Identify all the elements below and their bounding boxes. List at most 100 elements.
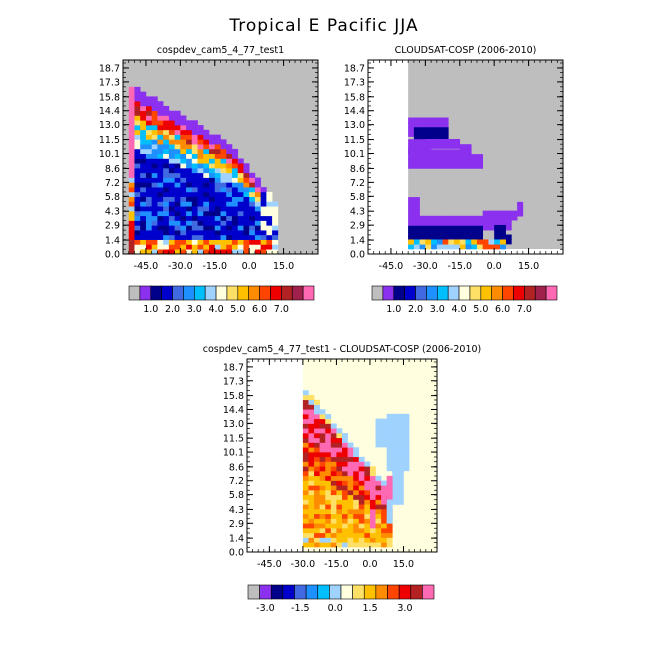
heatmap-cell <box>342 490 348 496</box>
heatmap-cell <box>254 249 261 255</box>
heatmap-cell <box>157 172 164 178</box>
heatmap-cell <box>157 125 164 131</box>
heatmap-cell <box>151 148 158 155</box>
heatmap-cell <box>157 177 164 183</box>
heatmap-cell <box>163 206 170 212</box>
heatmap-cell <box>214 244 221 250</box>
heatmap-cell <box>174 187 181 193</box>
heatmap-cell <box>243 206 250 212</box>
heatmap-cell <box>214 215 221 221</box>
heatmap-cell <box>454 239 461 245</box>
heatmap-cell <box>260 225 267 231</box>
heatmap-cell <box>425 138 432 145</box>
heatmap-cell <box>325 475 332 481</box>
colorbar-swatch <box>502 285 514 301</box>
heatmap-cell <box>226 249 233 255</box>
heatmap-cell <box>431 132 438 138</box>
heatmap-cell <box>220 153 227 159</box>
heatmap-cell <box>151 139 158 145</box>
heatmap-cell <box>180 196 187 202</box>
heatmap-cell <box>342 542 348 548</box>
heatmap-cell <box>419 163 426 169</box>
heatmap-cell <box>358 504 365 510</box>
heatmap-cell <box>128 101 135 107</box>
heatmap-cell <box>168 215 175 221</box>
heatmap-cell <box>128 91 135 97</box>
heatmap-cell <box>364 513 371 519</box>
heatmap-cell <box>319 418 326 424</box>
heatmap-cell <box>336 528 343 534</box>
heatmap-cell <box>163 129 170 135</box>
heatmap-cell <box>403 423 410 429</box>
heatmap-cell <box>174 110 181 116</box>
heatmap-cell <box>302 433 309 439</box>
heatmap-cell <box>174 211 181 217</box>
heatmap-cell <box>168 182 175 188</box>
y-tick-label: 4.3 <box>229 505 244 516</box>
heatmap-cell <box>249 225 256 231</box>
heatmap-cell <box>314 466 320 472</box>
heatmap-cell <box>191 211 198 217</box>
heatmap-cell <box>134 115 141 121</box>
heatmap-cell <box>260 206 267 212</box>
heatmap-cell <box>459 144 466 150</box>
heatmap-cell <box>191 172 198 178</box>
heatmap-cell <box>442 225 449 231</box>
heatmap-cell <box>145 110 152 116</box>
heatmap-cell <box>214 187 221 193</box>
heatmap-cell <box>145 187 152 193</box>
heatmap-cell <box>151 249 158 255</box>
heatmap-cell <box>308 504 315 510</box>
y-tick-label: 2.9 <box>229 519 244 530</box>
heatmap-cell <box>386 542 393 548</box>
heatmap-cell <box>302 442 309 448</box>
heatmap-cell <box>325 452 332 458</box>
heatmap-cell <box>364 499 371 505</box>
colorbar-swatch <box>291 285 304 301</box>
y-tick-label: 0.0 <box>350 250 365 261</box>
heatmap-cell <box>353 509 360 515</box>
colorbar-swatch <box>545 285 558 301</box>
heatmap-cell <box>392 490 399 496</box>
heatmap-cell <box>499 224 506 231</box>
heatmap-cell <box>476 154 484 160</box>
heatmap-cell <box>134 220 141 226</box>
heatmap-cell <box>386 437 393 443</box>
heatmap-cell <box>302 542 309 548</box>
heatmap-cell <box>397 475 404 482</box>
heatmap-cell <box>436 215 443 221</box>
heatmap-cell <box>197 158 204 164</box>
colorbar-label: 5.0 <box>473 304 488 315</box>
heatmap-cell <box>145 148 152 155</box>
heatmap-cell <box>436 225 443 231</box>
heatmap-cell <box>413 197 420 203</box>
heatmap-cell <box>231 215 239 221</box>
heatmap-cell <box>254 196 261 202</box>
heatmap-cell <box>266 211 273 217</box>
heatmap-cell <box>214 158 221 164</box>
heatmap-cell <box>308 399 315 405</box>
heatmap-cell <box>364 518 371 524</box>
heatmap-cell <box>330 442 337 448</box>
y-tick-label: 7.2 <box>229 476 244 487</box>
colorbar-swatch <box>305 584 319 600</box>
heatmap-cell <box>174 163 181 169</box>
heatmap-cell <box>151 129 158 135</box>
heatmap-cell <box>180 177 187 183</box>
heatmap-cell <box>249 239 256 245</box>
heatmap-cell <box>140 110 147 116</box>
heatmap-cell <box>134 187 141 193</box>
heatmap-cell <box>191 191 198 197</box>
heatmap-cell <box>308 490 315 496</box>
heatmap-cell <box>476 235 484 241</box>
heatmap-cell <box>419 244 426 250</box>
heatmap-cell <box>419 149 426 155</box>
colorbar-swatch <box>404 285 416 301</box>
heatmap-cell <box>168 220 175 226</box>
heatmap-cell <box>151 211 158 217</box>
heatmap-cell <box>488 244 495 250</box>
heatmap-cell <box>140 129 147 135</box>
colorbar-swatch <box>447 285 460 301</box>
heatmap-cell <box>442 122 449 128</box>
heatmap-cell <box>465 149 472 155</box>
